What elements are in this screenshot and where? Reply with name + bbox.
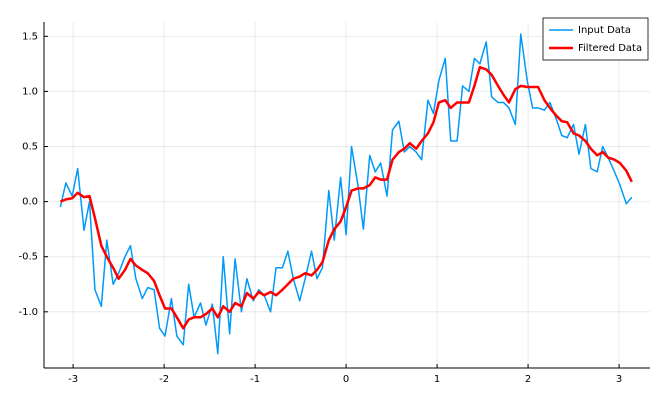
legend-label: Filtered Data: [578, 43, 642, 54]
x-tick-label: 0: [343, 374, 349, 385]
data-line: [59, 33, 633, 355]
data-line: [59, 65, 633, 330]
y-tick-label: 0.5: [22, 142, 38, 153]
x-tick-label: 1: [434, 374, 440, 385]
legend-label: Input Data: [578, 25, 631, 36]
x-tick-label: 3: [616, 374, 622, 385]
y-tick-label: 0.0: [22, 197, 38, 208]
y-tick-label: -0.5: [18, 252, 38, 263]
x-tick-label: 2: [525, 374, 531, 385]
x-tick-label: -1: [250, 374, 260, 385]
y-tick-label: 1.0: [22, 86, 38, 97]
x-tick-label: -2: [159, 374, 169, 385]
legend-box: [542, 17, 649, 61]
x-tick-label: -3: [68, 374, 78, 385]
y-tick-label: -1.0: [18, 307, 38, 318]
y-tick-label: 1.5: [22, 31, 38, 42]
